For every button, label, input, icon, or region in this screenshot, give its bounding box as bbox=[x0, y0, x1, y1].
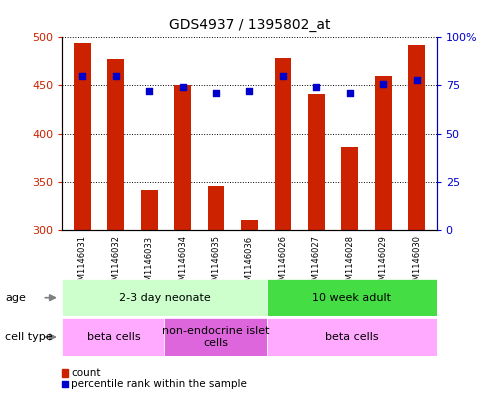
Text: non-endocrine islet
cells: non-endocrine islet cells bbox=[162, 326, 269, 348]
Point bbox=[112, 73, 120, 79]
Bar bbox=[266, 279, 437, 316]
Text: GSM1146029: GSM1146029 bbox=[379, 235, 388, 291]
Bar bbox=[341, 147, 358, 230]
Text: GSM1146027: GSM1146027 bbox=[312, 235, 321, 292]
Point bbox=[379, 81, 387, 87]
Bar bbox=[208, 185, 225, 230]
Bar bbox=[62, 279, 266, 316]
Bar bbox=[141, 191, 158, 230]
Point bbox=[413, 77, 421, 83]
Point bbox=[312, 84, 320, 90]
Bar bbox=[266, 318, 437, 356]
Text: cell type: cell type bbox=[5, 332, 52, 342]
Bar bbox=[274, 57, 291, 230]
Text: count: count bbox=[71, 368, 101, 378]
Text: beta cells: beta cells bbox=[325, 332, 378, 342]
Point bbox=[61, 381, 69, 387]
Point bbox=[212, 90, 220, 96]
Text: GSM1146035: GSM1146035 bbox=[212, 235, 221, 292]
Text: 10 week adult: 10 week adult bbox=[312, 293, 391, 303]
Text: GSM1146032: GSM1146032 bbox=[111, 235, 120, 292]
Bar bbox=[241, 220, 258, 230]
Bar bbox=[174, 84, 191, 230]
Text: percentile rank within the sample: percentile rank within the sample bbox=[71, 379, 247, 389]
Bar bbox=[408, 45, 425, 230]
Text: age: age bbox=[5, 293, 26, 303]
Point bbox=[246, 88, 253, 94]
Point bbox=[346, 90, 354, 96]
Bar bbox=[62, 318, 165, 356]
Bar bbox=[74, 43, 91, 230]
Text: GDS4937 / 1395802_at: GDS4937 / 1395802_at bbox=[169, 18, 330, 32]
Bar bbox=[62, 369, 68, 377]
Text: GSM1146028: GSM1146028 bbox=[345, 235, 354, 292]
Bar bbox=[308, 94, 325, 230]
Bar bbox=[165, 318, 266, 356]
Text: GSM1146034: GSM1146034 bbox=[178, 235, 187, 292]
Point bbox=[78, 73, 86, 79]
Text: beta cells: beta cells bbox=[87, 332, 140, 342]
Text: GSM1146031: GSM1146031 bbox=[78, 235, 87, 292]
Text: GSM1146026: GSM1146026 bbox=[278, 235, 287, 292]
Point bbox=[279, 73, 287, 79]
Bar bbox=[107, 59, 124, 230]
Text: GSM1146036: GSM1146036 bbox=[245, 235, 254, 292]
Point bbox=[145, 88, 153, 94]
Text: 2-3 day neonate: 2-3 day neonate bbox=[119, 293, 210, 303]
Point bbox=[179, 84, 187, 90]
Bar bbox=[375, 76, 392, 230]
Text: GSM1146033: GSM1146033 bbox=[145, 235, 154, 292]
Text: GSM1146030: GSM1146030 bbox=[412, 235, 421, 292]
